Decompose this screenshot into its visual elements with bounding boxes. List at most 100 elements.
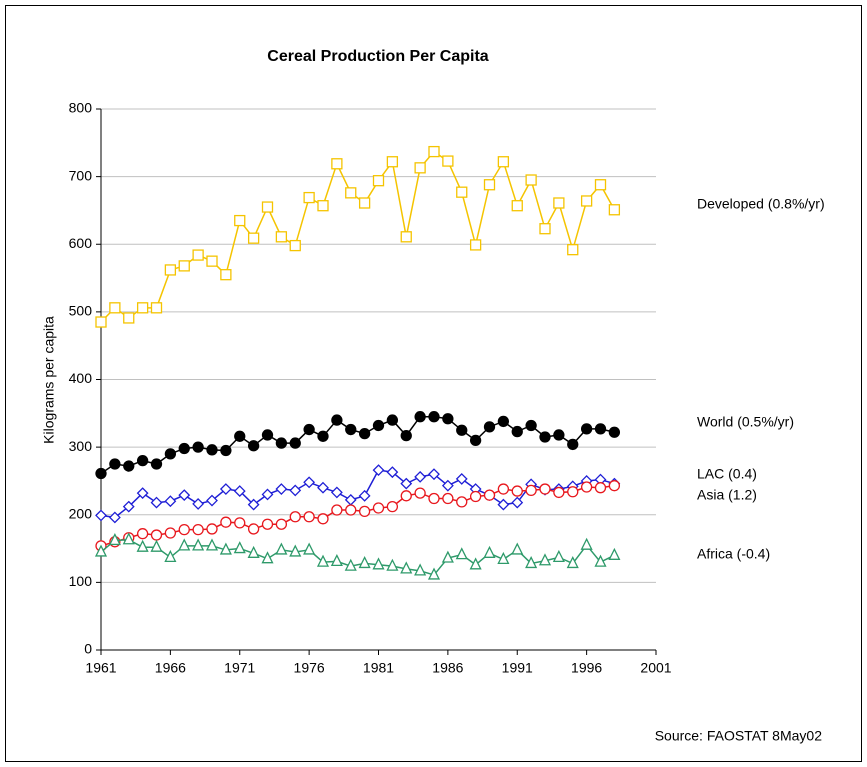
marker — [372, 419, 385, 432]
marker — [511, 425, 523, 438]
marker — [372, 502, 385, 514]
marker — [192, 249, 204, 261]
x-tick-label: 1961 — [85, 660, 116, 676]
marker — [123, 312, 135, 324]
marker — [428, 411, 440, 423]
marker — [331, 414, 343, 426]
x-tick-label: 1996 — [571, 660, 602, 676]
marker — [538, 553, 552, 566]
marker — [358, 197, 371, 209]
marker — [303, 191, 315, 204]
marker — [150, 529, 163, 541]
marker — [567, 438, 579, 451]
marker — [219, 483, 232, 495]
marker — [414, 487, 426, 499]
marker — [261, 429, 274, 441]
marker — [316, 554, 330, 567]
marker — [400, 429, 412, 442]
marker — [289, 437, 301, 449]
marker — [497, 156, 510, 168]
series-label: Africa (-0.4) — [697, 546, 770, 562]
marker — [414, 162, 426, 174]
series-label: LAC (0.4) — [697, 466, 757, 482]
marker — [386, 500, 399, 513]
y-tick-label: 300 — [69, 438, 93, 454]
marker — [247, 545, 260, 558]
marker — [247, 498, 260, 511]
series-label: World (0.5%/yr) — [697, 414, 794, 430]
marker — [206, 523, 218, 535]
marker — [108, 511, 121, 524]
marker — [456, 424, 468, 436]
marker — [594, 179, 607, 191]
marker — [358, 555, 371, 569]
y-tick-label: 500 — [69, 303, 93, 319]
marker — [539, 223, 551, 235]
marker — [345, 187, 357, 199]
marker — [164, 549, 177, 563]
marker — [164, 527, 177, 539]
series-label: Asia (1.2) — [697, 487, 757, 503]
marker — [469, 557, 482, 570]
x-tick-label: 2001 — [640, 660, 671, 676]
marker — [95, 316, 107, 328]
marker — [150, 302, 163, 314]
marker — [497, 551, 510, 565]
marker — [345, 423, 357, 436]
marker — [95, 467, 107, 480]
marker — [497, 415, 510, 428]
marker — [234, 214, 246, 227]
marker — [469, 434, 482, 447]
marker — [427, 567, 441, 580]
marker — [317, 481, 329, 494]
marker — [580, 423, 593, 435]
marker — [289, 239, 301, 252]
marker — [400, 231, 412, 243]
marker — [178, 538, 191, 551]
marker — [483, 545, 496, 558]
marker — [428, 145, 440, 158]
marker — [261, 488, 274, 501]
x-tick-label: 1981 — [363, 660, 394, 676]
marker — [136, 487, 149, 500]
y-tick-label: 700 — [69, 167, 93, 183]
marker — [608, 426, 621, 438]
x-tick-label: 1976 — [294, 660, 325, 676]
x-tick-label: 1966 — [155, 660, 186, 676]
marker — [525, 555, 538, 569]
marker — [428, 468, 440, 481]
marker — [108, 532, 121, 546]
y-tick-label: 400 — [69, 370, 93, 386]
marker — [289, 484, 302, 497]
marker — [289, 511, 301, 523]
marker — [275, 231, 288, 243]
marker — [331, 504, 343, 516]
marker — [136, 528, 149, 540]
marker — [511, 542, 524, 555]
marker — [150, 458, 163, 470]
marker — [303, 511, 315, 523]
marker — [567, 486, 579, 498]
marker — [164, 495, 177, 508]
marker — [192, 523, 204, 536]
marker — [275, 518, 288, 530]
marker — [206, 444, 218, 456]
marker — [220, 269, 232, 281]
marker — [525, 419, 537, 432]
marker — [136, 539, 149, 552]
marker — [483, 489, 496, 501]
marker — [442, 413, 454, 425]
marker — [330, 553, 343, 567]
marker — [330, 486, 343, 499]
marker — [247, 440, 260, 452]
marker — [192, 538, 205, 551]
marker — [552, 549, 565, 563]
marker — [289, 544, 302, 557]
marker — [580, 481, 593, 493]
marker — [220, 444, 232, 457]
marker — [414, 563, 427, 576]
marker — [580, 537, 593, 550]
y-tick-label: 0 — [84, 641, 92, 657]
marker — [358, 505, 371, 518]
marker — [164, 448, 177, 460]
